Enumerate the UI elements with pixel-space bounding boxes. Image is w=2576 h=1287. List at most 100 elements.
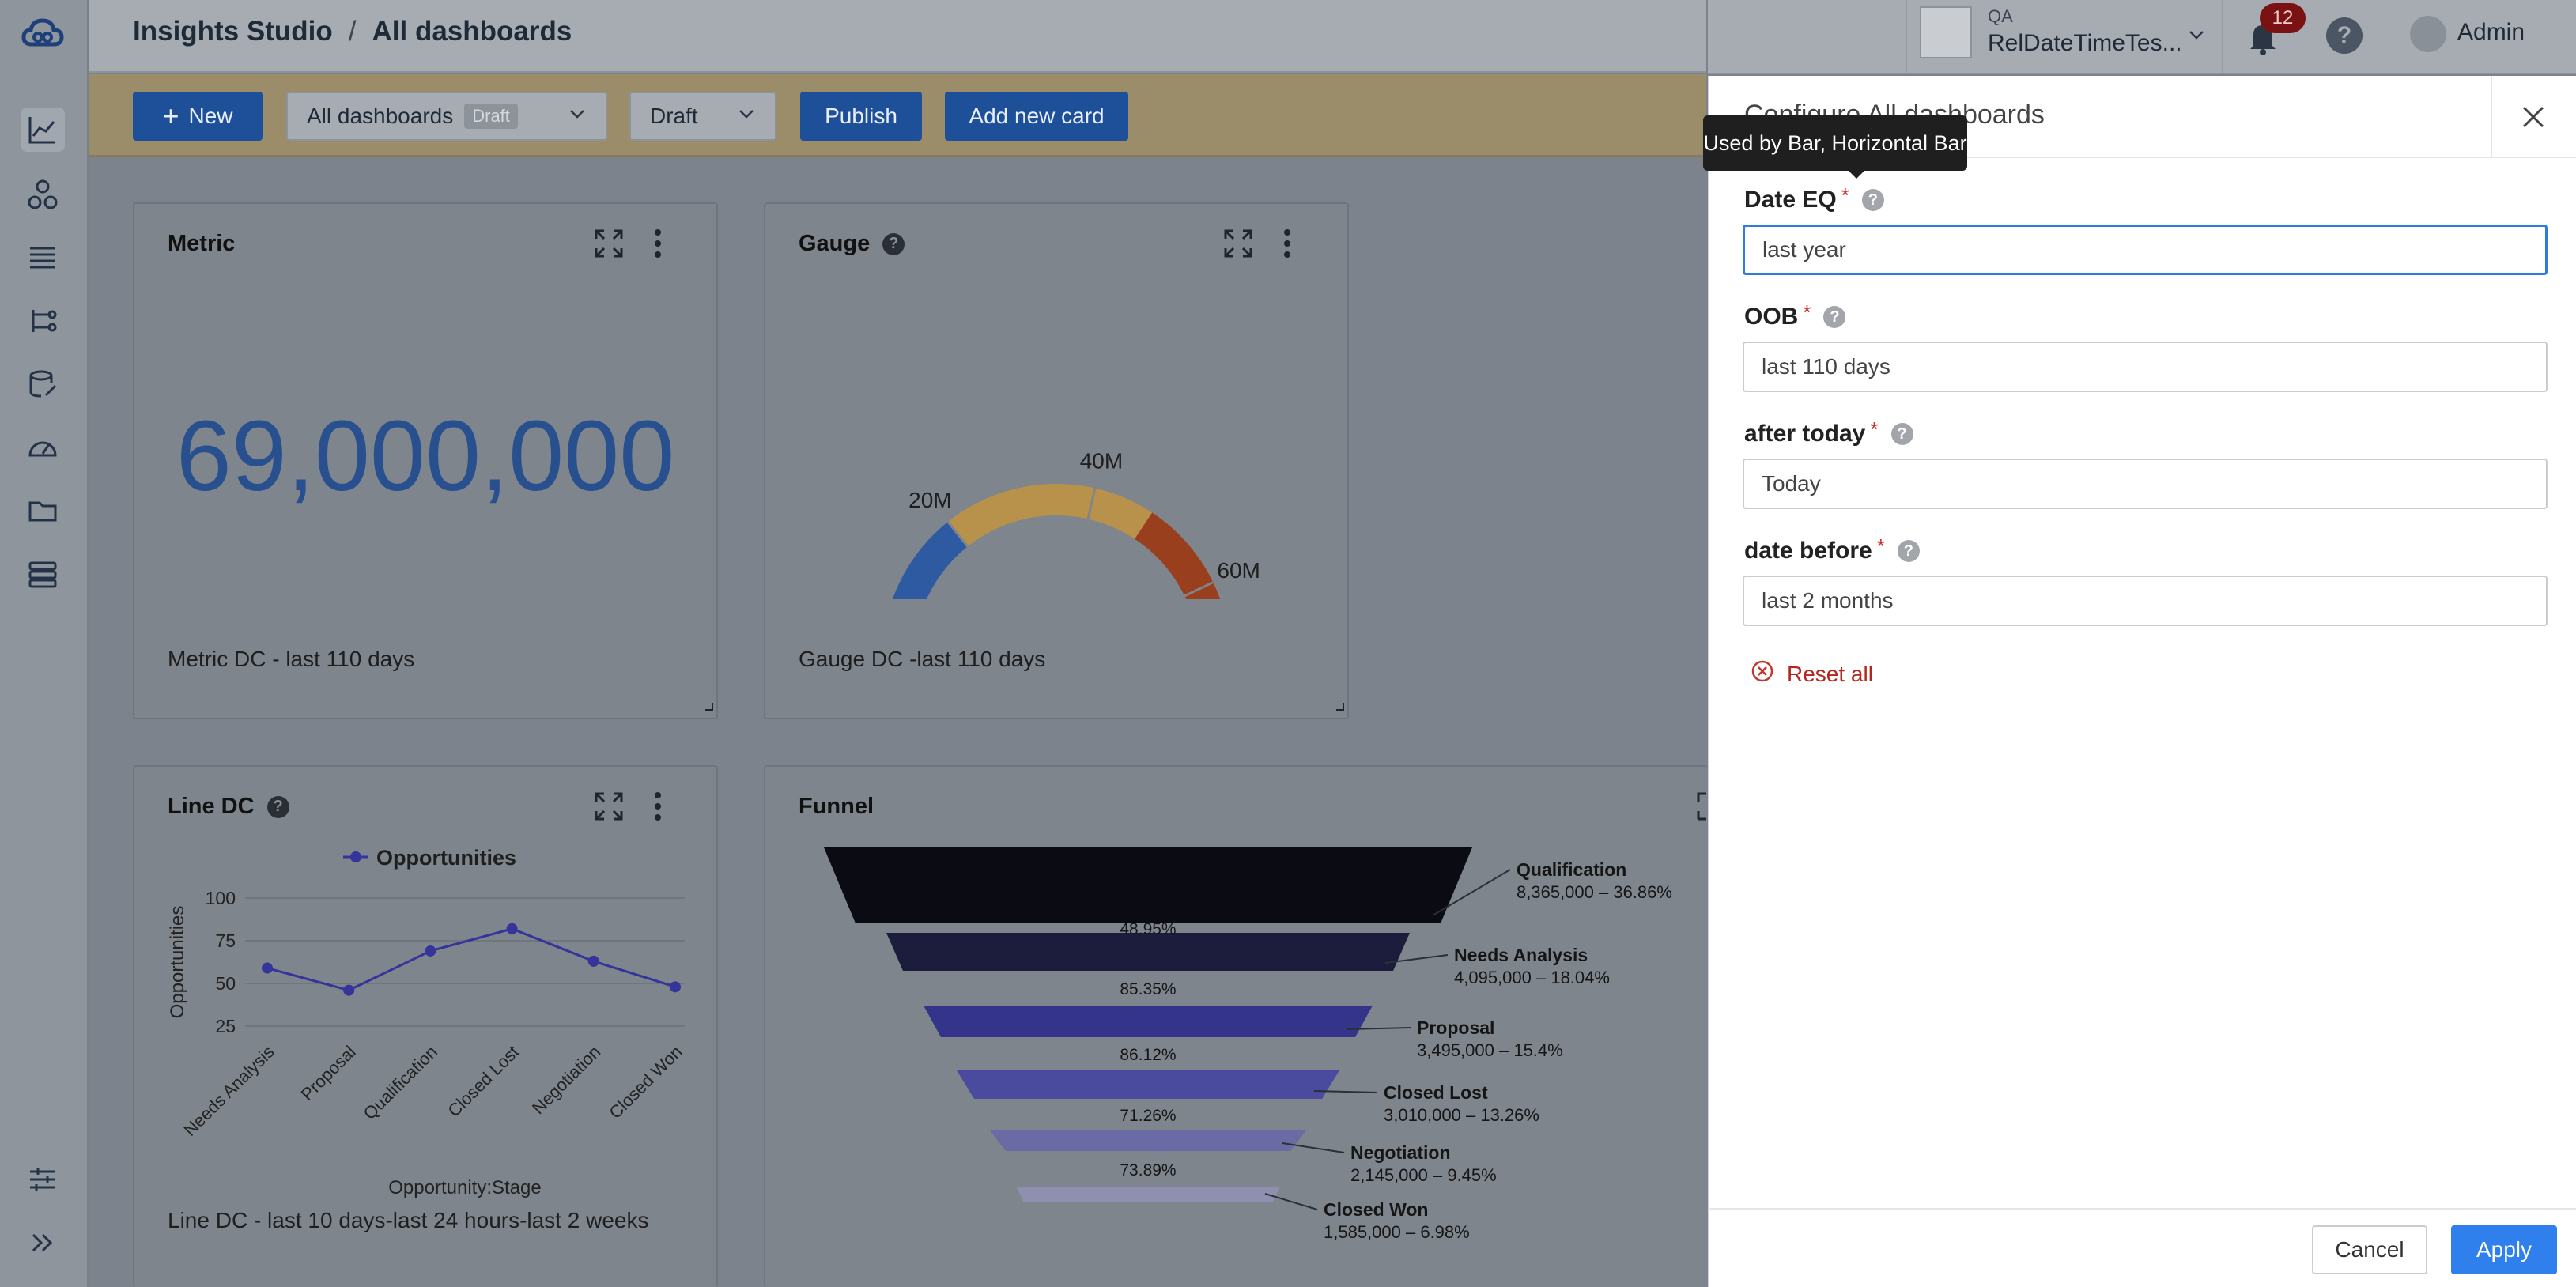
reset-all-link[interactable]: Reset all [1751,659,1873,689]
funnel-conversion-label: 71.26% [1120,1107,1176,1125]
date-before-input[interactable]: last 2 months [1743,576,2548,626]
data-point [506,923,518,934]
help-icon[interactable]: ? [882,232,905,255]
funnel-stage [824,847,1472,923]
flow-icon[interactable] [21,299,65,343]
date-eq-input[interactable]: last year [1743,225,2548,275]
avatar[interactable] [2410,16,2446,52]
workspace-image-icon [1920,6,1972,58]
data-point [670,981,681,993]
help-icon[interactable]: ? [266,795,289,818]
add-new-card-button[interactable]: Add new card [945,92,1128,141]
chevron-down-icon[interactable] [2187,25,2206,48]
more-options-icon[interactable] [648,228,667,263]
breadcrumb-root[interactable]: Insights Studio [133,16,333,47]
cancel-button[interactable]: Cancel [2312,1225,2427,1274]
table-icon[interactable] [21,552,65,596]
field-label-date-before: date before * ? [1744,534,1920,564]
field-label-after-today: after today * ? [1744,417,1913,447]
dashboard-gauge-icon[interactable] [21,425,65,470]
list-icon[interactable] [21,236,65,280]
metric-value: 69,000,000 [176,400,675,511]
drawer-header [1709,76,2576,158]
funnel-stage [886,933,1410,971]
fullscreen-icon[interactable] [1695,791,1727,826]
fullscreen-icon[interactable] [1222,228,1254,263]
help-circle-icon[interactable]: ? [2326,17,2363,54]
help-icon[interactable]: ? [1823,306,1846,328]
funnel-stage-value: 2,145,000 – 9.45% [1350,1165,1497,1185]
more-options-icon[interactable] [1278,228,1297,263]
funnel-leader-line [1347,1027,1411,1030]
help-icon[interactable]: ? [1890,423,1913,445]
resize-handle-icon[interactable] [704,700,713,715]
close-icon[interactable] [2521,104,2546,134]
funnel-leader-line [1384,954,1449,964]
card-footer: Metric DC - last 110 days [168,647,415,671]
funnel-stage-name: Needs Analysis [1454,945,1588,965]
y-axis-label: Opportunities [167,906,188,1019]
funnel-stage-name: Closed Lost [1384,1082,1488,1103]
legend-marker [350,851,361,862]
status-select[interactable]: Draft [629,92,776,141]
funnel-conversion-label: 85.35% [1120,980,1176,998]
y-tick-label: 50 [215,973,236,994]
fullscreen-icon[interactable] [593,791,625,826]
breadcrumb: Insights Studio / All dashboards [133,16,572,47]
more-options-icon[interactable] [648,791,667,826]
analytics-icon[interactable] [21,108,65,152]
header-right: QA RelDateTimeTes... 12 ? Admin [1708,0,2576,74]
filters-icon[interactable] [21,1157,65,1202]
apply-button[interactable]: Apply [2451,1225,2557,1274]
gauge-card: Gauge ? 020M40M60M69,000,000 Gauge DC -l… [764,202,1349,719]
x-tick-label: Negotiation [528,1042,604,1118]
field-label-date-eq: Date EQ * ? [1744,183,1884,213]
plus-icon: + [162,100,179,132]
gauge-band [947,484,1153,547]
funnel-stage-name: Closed Won [1324,1199,1428,1220]
data-edit-icon[interactable] [21,362,65,406]
funnel-stage [924,1006,1373,1037]
funnel-conversion-label: 73.89% [1120,1161,1176,1179]
logo-cloud-icon[interactable] [21,11,65,55]
card-title: Line DC ? [168,794,289,820]
after-today-input[interactable]: Today [1743,459,2548,509]
publish-button[interactable]: Publish [800,92,922,141]
workspace-name[interactable]: RelDateTimeTes... [1988,30,2182,56]
card-title: Gauge ? [799,231,905,257]
data-point [425,945,436,957]
network-icon[interactable] [21,172,65,217]
card-footer: Gauge DC -last 110 days [799,647,1046,671]
funnel-stage-value: 3,010,000 – 13.26% [1384,1105,1539,1125]
line-series [266,927,676,992]
funnel-leader-line [1432,869,1511,916]
gauge-chart: 020M40M60M69,000,000 [892,448,1260,599]
help-icon[interactable]: ? [1861,189,1884,211]
dashboard-toolbar: + New All dashboards Draft Draft Publish… [89,74,1706,157]
tooltip-arrow [1847,169,1866,179]
gauge-band [1135,512,1221,599]
x-tick-label: Needs Analysis [179,1042,278,1140]
chevron-down-icon [737,104,756,129]
resize-handle-icon[interactable] [1335,700,1344,715]
legend-label: Opportunities [376,846,516,870]
user-name[interactable]: Admin [2457,19,2525,45]
x-axis-label: Opportunity:Stage [388,1177,541,1198]
funnel-stage [990,1130,1306,1151]
folder-icon[interactable] [21,489,65,533]
metric-card: Metric 69,000,000 Metric DC - last 110 d… [133,202,718,719]
expand-icon[interactable] [21,1221,65,1265]
fullscreen-icon[interactable] [593,228,625,263]
dashboard-select[interactable]: All dashboards Draft [286,92,607,141]
data-point [587,955,599,967]
new-button[interactable]: + New [133,92,263,141]
funnel-card: Funnel Qualification 8,365,000 – 36.86% Ne… [764,765,1708,1287]
card-title: Funnel [799,794,874,819]
clear-circle-icon [1751,659,1774,689]
funnel-conversion-label: 48.95% [1120,920,1176,938]
help-icon[interactable]: ? [1897,540,1920,562]
oob-input[interactable]: last 110 days [1743,342,2548,392]
x-tick-label: Proposal [297,1042,360,1104]
dashboard-select-value: All dashboards [307,104,454,128]
breadcrumb-current: All dashboards [372,16,572,47]
